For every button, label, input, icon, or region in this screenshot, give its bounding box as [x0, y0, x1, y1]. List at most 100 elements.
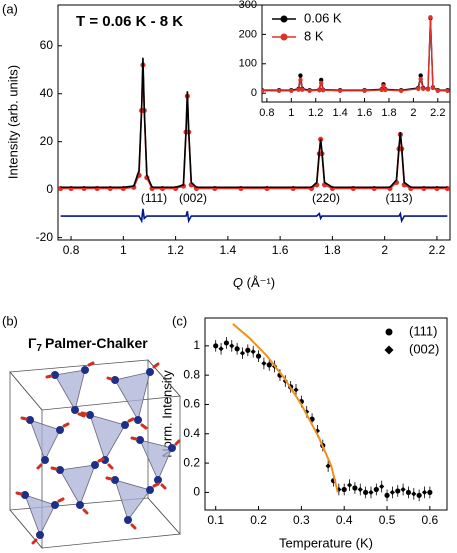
- x-tick-label: 0.2: [250, 513, 267, 527]
- point: [405, 489, 412, 496]
- point: [300, 87, 305, 92]
- y-tick-label: 0: [46, 182, 53, 196]
- y-axis-label: Intensity (arb. units): [5, 65, 20, 179]
- y-tick-label: 200: [239, 28, 257, 40]
- point: [293, 387, 299, 393]
- point: [411, 491, 417, 497]
- plot-area: [262, 15, 450, 94]
- chart-title: T = 0.06 K - 8 K: [76, 13, 183, 30]
- point: [379, 483, 385, 490]
- legend-marker: [385, 328, 393, 336]
- x-tick-label: 0.6: [422, 513, 439, 527]
- point: [314, 428, 321, 434]
- point: [325, 463, 331, 469]
- plot-frame: [261, 4, 451, 103]
- y-tick-label: 20: [40, 134, 54, 148]
- x-axis-label: Q (Å⁻¹): [233, 275, 275, 290]
- crystal-structure: [9, 358, 181, 550]
- x-tick-label: 1.2: [167, 243, 184, 257]
- title-symbol: Γ: [28, 335, 37, 351]
- x-tick-label: 1.2: [308, 107, 323, 119]
- point: [218, 346, 224, 352]
- legend-label: (111): [409, 323, 437, 338]
- point: [430, 85, 436, 91]
- panel-label: (a): [2, 1, 18, 16]
- y-tick-label: -20: [36, 230, 54, 244]
- x-axis-unit: (Å⁻¹): [247, 275, 276, 290]
- point: [250, 349, 256, 355]
- y-tick-label: 60: [40, 38, 54, 52]
- y-tick-label: 300: [239, 0, 257, 11]
- point: [341, 486, 347, 493]
- point: [373, 486, 379, 493]
- point: [383, 87, 388, 93]
- point: [307, 88, 312, 94]
- x-tick-label: 1.8: [324, 243, 341, 257]
- point: [276, 88, 282, 94]
- series-line: [232, 323, 339, 493]
- x-axis-variable: Q: [233, 275, 243, 290]
- point: [357, 486, 363, 493]
- plot-frame: [57, 4, 451, 241]
- point: [384, 492, 390, 498]
- point: [223, 340, 230, 346]
- x-tick-label: 1.4: [220, 243, 237, 257]
- x-tick-label: 1.4: [332, 107, 347, 119]
- point: [298, 73, 303, 78]
- point: [239, 350, 246, 356]
- x-tick-label: 2.2: [429, 243, 446, 257]
- point: [435, 88, 440, 94]
- point: [420, 86, 426, 91]
- plot-frame: [204, 317, 448, 511]
- legend-label: (002): [409, 341, 439, 356]
- point: [363, 489, 369, 496]
- y-tick-label: 0: [251, 87, 257, 99]
- annotation: (220): [312, 191, 340, 205]
- x-tick-label: 1.6: [357, 107, 372, 119]
- point: [368, 489, 374, 496]
- panel-label: (b): [2, 313, 18, 328]
- x-tick-label: 1.6: [272, 243, 289, 257]
- legend-marker: [384, 345, 394, 355]
- point: [445, 88, 450, 94]
- x-tick-label: 0.3: [293, 513, 310, 527]
- x-tick-label: 1: [120, 243, 127, 257]
- point: [229, 343, 235, 349]
- plot-area: [58, 57, 450, 224]
- point: [427, 489, 433, 496]
- y-tick-label: 0.8: [183, 367, 200, 381]
- point: [346, 482, 353, 488]
- x-tick-label: 2: [410, 107, 416, 119]
- x-tick-label: 0.4: [336, 513, 353, 527]
- point: [425, 87, 431, 92]
- x-tick-label: 2: [381, 243, 388, 257]
- point: [266, 362, 272, 368]
- point: [416, 86, 421, 91]
- legend-label: 8 K: [304, 28, 324, 43]
- point: [262, 88, 265, 94]
- legend-label: 0.06 K: [304, 10, 342, 25]
- series-line: [60, 208, 448, 224]
- point: [400, 486, 406, 493]
- point: [304, 409, 310, 415]
- y-tick-label: 0: [193, 485, 200, 499]
- point: [245, 347, 251, 353]
- point: [428, 15, 433, 20]
- point: [416, 492, 422, 498]
- point: [255, 353, 262, 359]
- panel-label: (c): [172, 313, 187, 328]
- point: [352, 485, 358, 491]
- annotation: (113): [385, 191, 412, 205]
- point: [296, 87, 301, 92]
- point: [379, 87, 384, 93]
- point: [421, 489, 428, 496]
- annotation: (002): [179, 191, 207, 205]
- x-tick-label: 0.5: [379, 513, 396, 527]
- point: [319, 80, 324, 86]
- legend-marker: [280, 33, 288, 41]
- annotation: (111): [141, 191, 167, 205]
- y-tick-label: 0.2: [183, 455, 200, 469]
- point: [320, 88, 326, 93]
- x-tick-label: 1: [288, 107, 294, 119]
